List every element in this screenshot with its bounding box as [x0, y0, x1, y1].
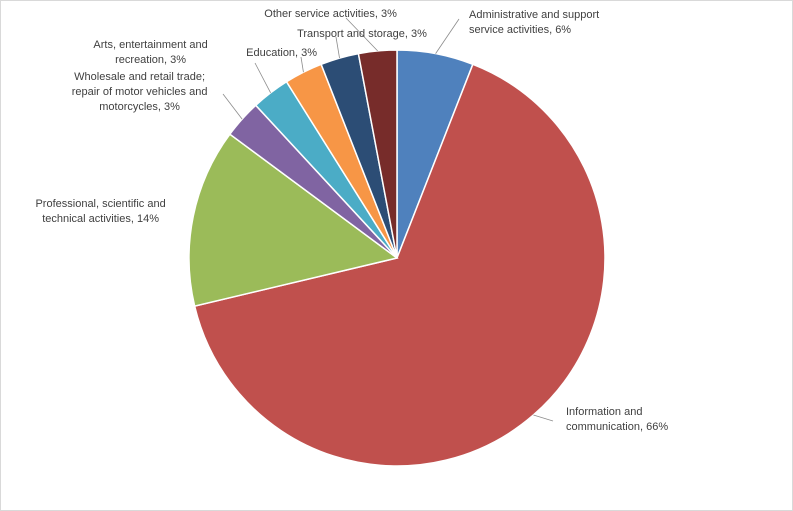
- leader-lines: [222, 17, 554, 422]
- leader-line: [222, 93, 243, 120]
- data-label: Transport and storage, 3%: [297, 28, 427, 40]
- pie-slice: [188, 133, 399, 307]
- data-label: Information and communication, 66%: [566, 406, 668, 433]
- leader-line: [533, 414, 554, 422]
- leader-line: [435, 18, 460, 54]
- data-label: Wholesale and retail trade; repair of mot…: [72, 71, 208, 113]
- pie-slice: [193, 63, 606, 467]
- data-label: Arts, entertainment and recreation, 3%: [93, 39, 207, 66]
- data-label: Professional, scientific and technical ac…: [35, 198, 165, 225]
- leader-line: [345, 17, 378, 52]
- leader-line: [335, 36, 340, 59]
- data-label: Other service activities, 3%: [264, 8, 397, 20]
- data-label: Education, 3%: [246, 47, 317, 59]
- data-labels: Administrative and support service activi…: [35, 8, 668, 433]
- data-label: Administrative and support service activi…: [469, 9, 599, 36]
- leader-line: [300, 56, 304, 73]
- pie-slices: [188, 49, 606, 467]
- leader-line: [254, 62, 271, 94]
